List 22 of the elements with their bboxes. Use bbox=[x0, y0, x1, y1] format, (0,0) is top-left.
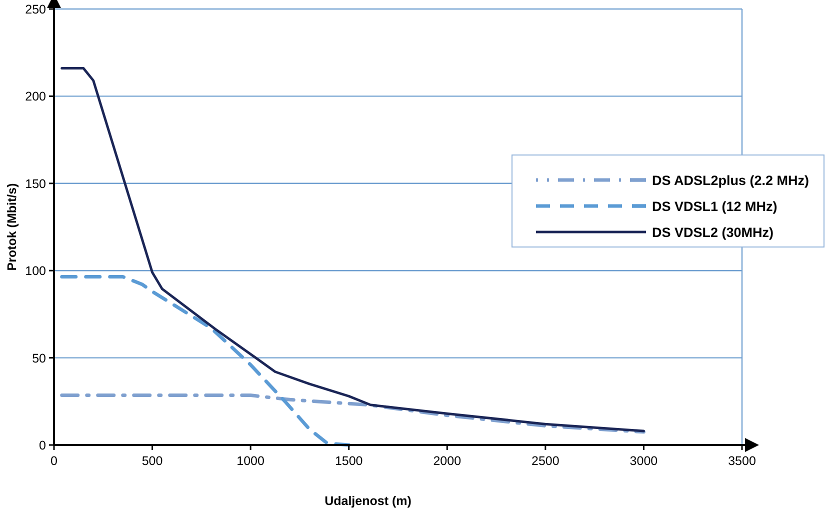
y-tick-label: 50 bbox=[32, 351, 46, 366]
x-tick-label: 0 bbox=[50, 454, 58, 468]
y-tick-label: 200 bbox=[25, 90, 46, 104]
x-tick-label: 3000 bbox=[630, 454, 658, 468]
y-tick-label: 150 bbox=[25, 176, 46, 191]
x-axis-title: Udaljenost (m) bbox=[324, 494, 412, 508]
legend-label: DS VDSL1 (12 MHz) bbox=[652, 199, 778, 214]
x-tick-label: 3500 bbox=[728, 454, 756, 468]
x-tick-label: 2500 bbox=[532, 454, 560, 468]
legend-label: DS ADSL2plus (2.2 MHz) bbox=[652, 173, 810, 188]
line-series bbox=[60, 394, 646, 434]
line-series bbox=[60, 67, 645, 432]
text: DS VDSL2 (30MHz) bbox=[652, 225, 774, 240]
y-tick-label: 250 bbox=[25, 2, 46, 16]
x-tick-label: 500 bbox=[142, 454, 163, 468]
x-tick-label: 1500 bbox=[334, 454, 363, 468]
x-tick-label: 2000 bbox=[433, 454, 462, 468]
y-tick-label: 100 bbox=[25, 264, 46, 278]
y-tick-label: 0 bbox=[39, 438, 46, 452]
line-series bbox=[60, 274, 351, 447]
x-tick-label: 1000 bbox=[236, 454, 265, 468]
y-axis-title: Protok (Mbit/s) bbox=[5, 183, 19, 271]
